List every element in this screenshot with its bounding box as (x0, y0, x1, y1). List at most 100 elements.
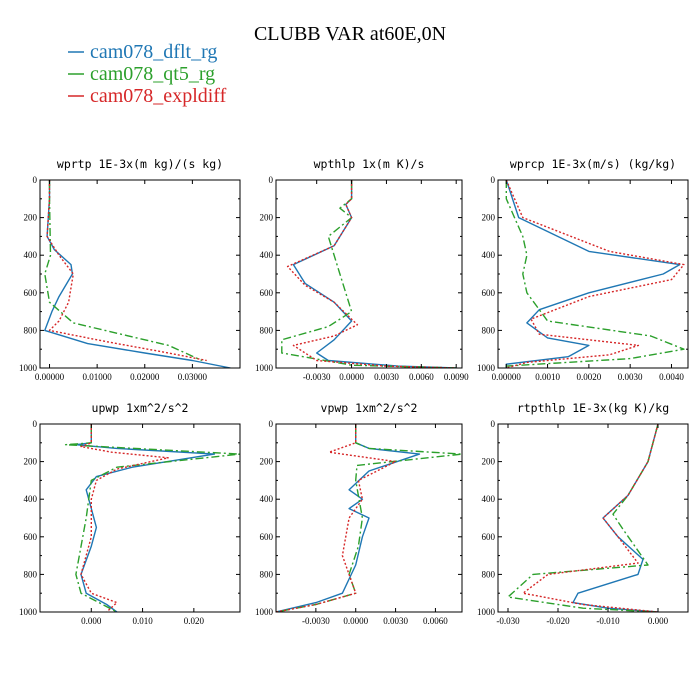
series-line-cam078_dflt_rg (292, 180, 457, 368)
y-tick-label: 400 (24, 494, 38, 504)
y-tick-label: 800 (260, 325, 274, 335)
y-tick-label: 1000 (19, 607, 38, 617)
series-line-cam078_qt5_rg (505, 180, 685, 368)
figure-title: CLUBB VAR at60E,0N (254, 23, 446, 45)
panel-title: wprcp 1E-3x(m/s) (kg/kg) (510, 157, 676, 171)
series-line-cam078_expldiff (522, 424, 659, 612)
series-line-cam078_dflt_rg (276, 424, 421, 612)
x-tick-label: 0.0030 (383, 616, 408, 626)
x-tick-label: 0.000 (81, 616, 102, 626)
y-tick-label: 400 (260, 250, 274, 260)
y-tick-label: 1000 (255, 607, 274, 617)
x-tick-label: 0.0000 (339, 372, 364, 382)
panel-title: upwp 1xm^2/s^2 (92, 401, 189, 415)
y-tick-label: 0 (491, 175, 496, 185)
series-line-cam078_expldiff (286, 180, 457, 368)
y-tick-label: 600 (24, 532, 38, 542)
y-tick-label: 600 (260, 288, 274, 298)
y-tick-label: 400 (482, 494, 496, 504)
series-line-cam078_expldiff (505, 180, 685, 368)
series-line-cam078_expldiff (46, 180, 207, 362)
y-tick-label: 200 (482, 457, 496, 467)
legend-label: cam078_expldiff (90, 85, 227, 107)
y-tick-label: 200 (24, 457, 38, 467)
series-line-cam078_qt5_rg (507, 424, 659, 612)
panel-1: wprtp 1E-3x(m kg)/(s kg) 0 200 400 600 800 100… (19, 157, 241, 382)
y-tick-label: 800 (24, 325, 38, 335)
x-tick-label: 0.00000 (35, 372, 65, 382)
x-tick-label: 0.000 (648, 616, 669, 626)
plot-frame (497, 179, 689, 369)
y-tick-label: 600 (260, 532, 274, 542)
x-tick-label: 0.0060 (409, 372, 434, 382)
y-tick-label: 0 (33, 419, 38, 429)
y-tick-label: 1000 (255, 363, 274, 373)
panel-title: wpthlp 1x(m K)/s (314, 157, 425, 171)
y-tick-label: 1000 (477, 363, 496, 373)
legend-label: cam078_qt5_rg (90, 63, 215, 85)
y-tick-label: 0 (491, 419, 496, 429)
y-tick-label: 200 (24, 213, 38, 223)
panel-title: vpwp 1xm^2/s^2 (321, 401, 418, 415)
series-line-cam078_expldiff (276, 424, 397, 612)
y-tick-label: 800 (482, 325, 496, 335)
panel-5: vpwp 1xm^2/s^2 0 200 400 600 800 1000 -0.0030 0.… (255, 401, 463, 626)
panel-6: rtpthlp 1E-3x(kg K)/kg02004006008001000-… (477, 401, 689, 626)
panel-3: wprcp 1E-3x(m/s) (kg/kg) 0 200 400 600 800 100… (477, 157, 689, 382)
x-tick-label: 0.0030 (374, 372, 399, 382)
x-tick-label: 0.0000 (343, 616, 368, 626)
y-tick-label: 200 (482, 213, 496, 223)
x-tick-label: 0.01000 (83, 372, 113, 382)
x-tick-label: -0.030 (496, 616, 520, 626)
panel-2: wpthlp 1x(m K)/s 0 200 400 600 800 1000 -0.0030… (255, 157, 469, 382)
series-line-cam078_qt5_rg (281, 180, 457, 368)
x-tick-label: 0.02000 (130, 372, 160, 382)
legend-label: cam078_dflt_rg (90, 41, 217, 63)
y-tick-label: 0 (269, 419, 274, 429)
x-tick-label: 0.0010 (535, 372, 560, 382)
series-line-cam078_qt5_rg (44, 180, 203, 362)
x-tick-label: 0.0030 (618, 372, 643, 382)
y-tick-label: 600 (482, 532, 496, 542)
series-line-cam078_dflt_rg (572, 424, 659, 612)
x-tick-label: -0.010 (596, 616, 620, 626)
x-tick-label: 0.0020 (576, 372, 601, 382)
series-line-cam078_qt5_rg (64, 424, 240, 612)
x-tick-label: 0.0090 (444, 372, 469, 382)
y-tick-label: 800 (260, 569, 274, 579)
panel-title: wprtp 1E-3x(m kg)/(s kg) (57, 157, 223, 171)
legend: cam078_dflt_rgcam078_qt5_rgcam078_expldi… (68, 41, 227, 107)
y-tick-label: 1000 (19, 363, 38, 373)
y-tick-label: 600 (482, 288, 496, 298)
y-tick-label: 0 (269, 175, 274, 185)
y-tick-label: 1000 (477, 607, 496, 617)
x-tick-label: 0.020 (184, 616, 205, 626)
x-tick-label: -0.020 (546, 616, 570, 626)
y-tick-label: 800 (482, 569, 496, 579)
x-tick-label: 0.00000 (492, 372, 522, 382)
panel-title: rtpthlp 1E-3x(kg K)/kg (517, 401, 669, 415)
plot-frame (497, 423, 689, 613)
y-tick-label: 800 (24, 569, 38, 579)
y-tick-label: 200 (260, 213, 274, 223)
x-tick-label: 0.0060 (423, 616, 448, 626)
series-line-cam078_expldiff (80, 424, 169, 612)
y-tick-label: 200 (260, 457, 274, 467)
x-tick-label: 0.010 (132, 616, 153, 626)
plot-frame (39, 179, 241, 369)
x-tick-label: 0.0040 (659, 372, 684, 382)
panels: wprtp 1E-3x(m kg)/(s kg) 0 200 400 600 800 100… (19, 157, 689, 626)
y-tick-label: 0 (33, 175, 38, 185)
y-tick-label: 400 (482, 250, 496, 260)
x-tick-label: -0.0030 (303, 372, 331, 382)
x-tick-label: 0.03000 (178, 372, 208, 382)
x-tick-label: -0.0030 (302, 616, 330, 626)
y-tick-label: 600 (24, 288, 38, 298)
series-line-cam078_dflt_rg (505, 180, 681, 368)
panel-4: upwp 1xm^2/s^2 0 200 400 600 800 1000 0.000 0.01… (19, 401, 241, 626)
plot-frame (275, 179, 463, 369)
plot-frame (39, 423, 241, 613)
series-line-cam078_qt5_rg (276, 424, 462, 612)
y-tick-label: 400 (260, 494, 274, 504)
